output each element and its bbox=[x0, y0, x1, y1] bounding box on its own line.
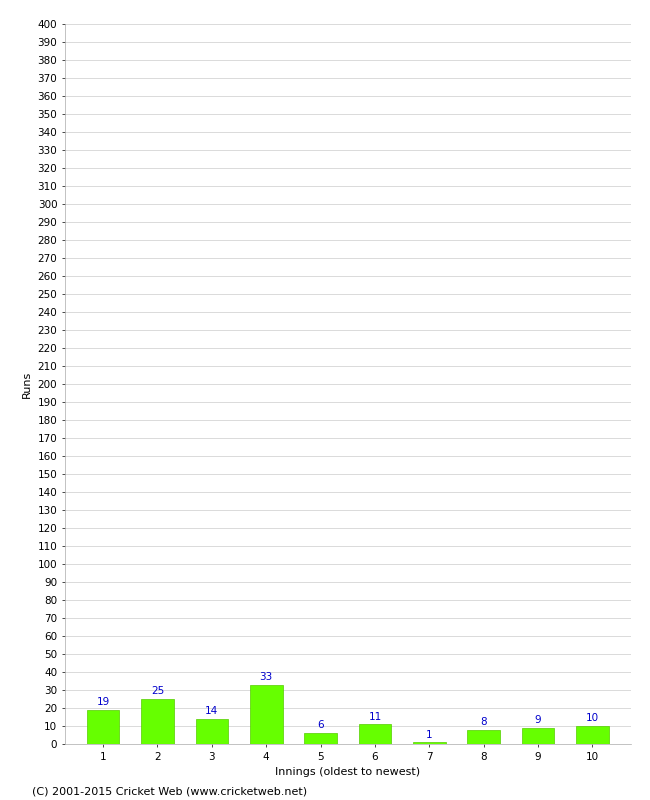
Bar bbox=[250, 685, 283, 744]
Bar bbox=[413, 742, 446, 744]
Bar bbox=[141, 699, 174, 744]
Text: 14: 14 bbox=[205, 706, 218, 716]
Text: 10: 10 bbox=[586, 714, 599, 723]
Text: 1: 1 bbox=[426, 730, 433, 739]
Text: 19: 19 bbox=[96, 697, 110, 707]
Text: 9: 9 bbox=[535, 715, 541, 725]
Bar bbox=[359, 724, 391, 744]
Bar bbox=[576, 726, 609, 744]
Bar bbox=[467, 730, 500, 744]
Bar bbox=[86, 710, 120, 744]
Text: 6: 6 bbox=[317, 721, 324, 730]
Text: 8: 8 bbox=[480, 717, 487, 727]
Text: 25: 25 bbox=[151, 686, 164, 696]
Text: 33: 33 bbox=[259, 672, 273, 682]
Bar bbox=[522, 728, 554, 744]
Y-axis label: Runs: Runs bbox=[22, 370, 32, 398]
Text: (C) 2001-2015 Cricket Web (www.cricketweb.net): (C) 2001-2015 Cricket Web (www.cricketwe… bbox=[32, 786, 307, 796]
X-axis label: Innings (oldest to newest): Innings (oldest to newest) bbox=[275, 767, 421, 777]
Bar bbox=[304, 733, 337, 744]
Bar bbox=[196, 718, 228, 744]
Text: 11: 11 bbox=[369, 711, 382, 722]
